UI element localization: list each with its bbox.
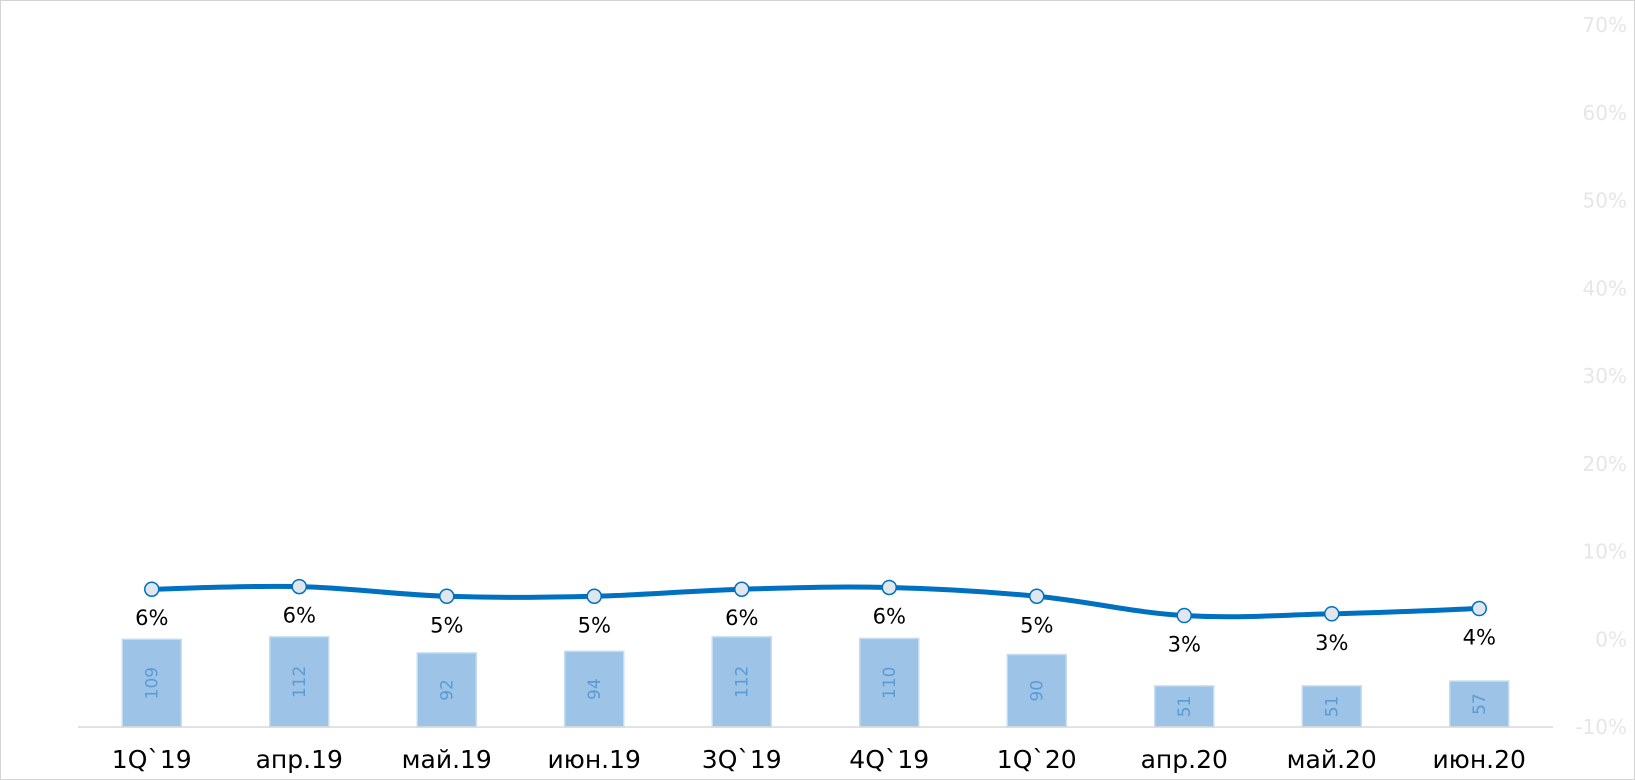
bar-value-label: 109	[143, 667, 163, 699]
line-value-label: 6%	[135, 606, 168, 630]
bar	[1006, 653, 1067, 728]
bar-value-label: 51	[1323, 696, 1343, 718]
bar	[711, 636, 772, 728]
bar-value-label: 94	[585, 678, 605, 700]
y2-tick-label: 50%	[1583, 189, 1627, 213]
y2-tick-label: 40%	[1583, 276, 1627, 300]
y2-tick-label: 70%	[1583, 13, 1627, 37]
line-point	[291, 578, 307, 595]
line-point	[734, 581, 750, 597]
line-point	[1176, 607, 1192, 624]
y2-tick-label: 10%	[1583, 540, 1627, 564]
y2-tick-label: -10%	[1575, 715, 1627, 739]
line-value-label: 4%	[1463, 626, 1496, 650]
line-point	[144, 581, 160, 597]
series-line	[149, 583, 1482, 620]
line-value-label: 6%	[873, 604, 906, 628]
line-point	[1324, 606, 1340, 622]
bar-value-label: 112	[733, 666, 753, 698]
x-tick-label: 1Q`19	[112, 745, 192, 774]
x-tick-label: 4Q`19	[849, 745, 929, 774]
bar	[121, 638, 182, 728]
line-point	[1029, 588, 1045, 605]
line-value-label: 3%	[1315, 631, 1348, 655]
x-tick-label: июн.19	[548, 745, 641, 774]
x-tick-label: 1Q`20	[997, 745, 1077, 774]
bar	[1301, 685, 1362, 728]
bar-value-label: 112	[290, 666, 310, 698]
y2-tick-label: 0%	[1595, 627, 1627, 651]
bar-value-label: 110	[880, 666, 900, 698]
bar-value-label: 90	[1028, 680, 1048, 702]
x-tick-label: июн.20	[1433, 745, 1526, 774]
bar	[416, 652, 477, 728]
y2-tick-label: 60%	[1583, 101, 1627, 125]
x-tick-label: апр.20	[1141, 745, 1228, 774]
line-value-label: 5%	[1020, 613, 1053, 637]
bar	[1449, 680, 1510, 728]
line-value-label: 6%	[725, 606, 758, 630]
line-value-label: 6%	[283, 604, 316, 628]
bar-value-label: 92	[438, 679, 458, 701]
y2-tick-label: 20%	[1583, 452, 1627, 476]
line-value-label: 3%	[1168, 633, 1201, 657]
bar	[269, 636, 330, 728]
line-point	[586, 588, 602, 605]
line-value-label: 5%	[430, 613, 463, 637]
bar-value-label: 51	[1175, 696, 1195, 718]
x-tick-label: апр.19	[256, 745, 343, 774]
line-point	[439, 588, 455, 605]
line-point	[881, 579, 897, 596]
line-value-label: 5%	[578, 613, 611, 637]
line-point	[1471, 600, 1487, 617]
x-tick-label: май.19	[402, 745, 492, 774]
y2-tick-label: 30%	[1583, 364, 1627, 388]
bar-value-label: 57	[1470, 693, 1490, 715]
x-tick-label: 3Q`19	[702, 745, 782, 774]
x-tick-label: май.20	[1287, 745, 1377, 774]
